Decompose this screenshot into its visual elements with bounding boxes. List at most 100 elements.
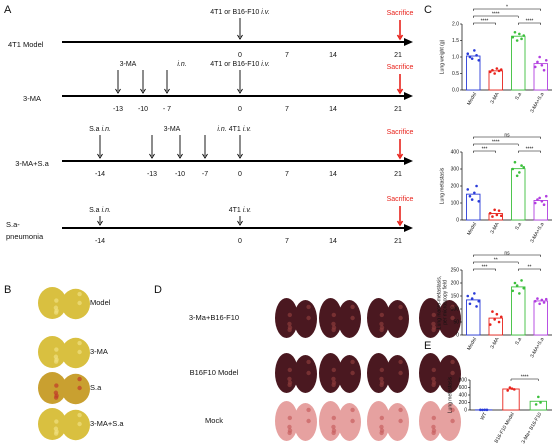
event-text: 4T1 [229, 126, 241, 133]
data-point [520, 279, 523, 282]
lung-spot [77, 349, 82, 355]
event-arrow-head [237, 153, 243, 159]
bar [488, 213, 503, 221]
x-tick-label: Model [466, 337, 478, 352]
lung-spot [54, 347, 59, 352]
row-label: S.a- [6, 220, 20, 229]
lung-spot [54, 357, 59, 362]
lung-lobe [275, 298, 299, 338]
lung-spot [287, 325, 293, 330]
lung-spot [331, 380, 337, 385]
timeline-arrowhead [404, 157, 413, 165]
data-point [466, 294, 470, 298]
row-label: 3-MA [23, 94, 41, 103]
lung-lobe [38, 287, 67, 319]
bar [511, 286, 526, 336]
data-point [537, 395, 540, 399]
lung-lobe [419, 353, 443, 393]
event-arrow-head [97, 220, 103, 226]
lung-spot [77, 340, 82, 346]
x-tick-label: S.a [514, 336, 523, 346]
lung-spot [431, 380, 437, 385]
data-point [513, 281, 517, 285]
panel-letter: B [4, 284, 11, 296]
x-tick-label: 3-MA [489, 336, 501, 350]
lung-spot [431, 376, 436, 382]
data-point [493, 318, 496, 321]
data-point [544, 297, 548, 301]
significance-label: **** [526, 18, 534, 24]
data-point [513, 30, 517, 34]
x-tick-label: 3-Ma+ B16-F10 [521, 411, 544, 444]
sacrifice-label: Sacrifice [387, 10, 414, 17]
data-point [536, 198, 539, 201]
lung-spot [77, 291, 82, 297]
event-text: S.a [89, 126, 100, 133]
lung-spot [450, 315, 455, 321]
significance-bracket [473, 143, 519, 146]
lung-spot [450, 370, 455, 376]
significance-bracket [473, 22, 496, 25]
day-label: 14 [329, 171, 337, 178]
data-point [470, 57, 474, 60]
data-point [510, 387, 514, 390]
lung-spot [431, 424, 436, 430]
row-label: pneumonia [6, 232, 44, 241]
day-label: 7 [285, 238, 289, 245]
timeline-arrowhead [404, 38, 413, 46]
significance-bracket [473, 150, 496, 153]
lung-lobe [38, 372, 67, 404]
data-point [533, 299, 537, 303]
significance-bracket [518, 22, 541, 25]
data-point [540, 298, 544, 302]
lung-spot [77, 421, 82, 427]
day-label: 21 [394, 238, 402, 245]
data-point [544, 194, 548, 198]
x-tick-label: 3-MA [489, 221, 501, 235]
event-route: i.n. [102, 126, 111, 133]
day-label: 0 [238, 52, 242, 59]
data-point [497, 320, 501, 324]
event-arrow-head [396, 88, 404, 95]
significance-label: **** [492, 139, 500, 145]
lung-spot [398, 315, 403, 321]
lung-spot [431, 428, 437, 433]
y-tick-label: 0 [464, 407, 467, 413]
data-point [511, 289, 515, 293]
significance-label: *** [482, 146, 488, 152]
lung-spot [379, 312, 385, 318]
data-point [495, 312, 499, 316]
significance-bracket [510, 378, 539, 381]
day-label: 0 [238, 171, 242, 178]
lung-lobe [437, 403, 462, 441]
data-point [499, 68, 503, 71]
event-arrow-head [202, 153, 208, 159]
significance-label: **** [526, 146, 534, 152]
y-tick-label: 2.0 [452, 21, 459, 27]
data-point [493, 72, 496, 75]
lung-spot [306, 315, 311, 321]
data-point [539, 401, 542, 404]
event-text: 4T1 or B16-F10 [210, 61, 259, 68]
lung-spot [431, 321, 436, 327]
x-tick-label: 3-MA [489, 91, 501, 105]
lung-spot [379, 380, 385, 385]
lung-spot [350, 418, 355, 424]
lung-spot [398, 359, 403, 365]
data-point [483, 408, 487, 412]
lung-spot [287, 415, 293, 421]
data-point [511, 167, 515, 171]
y-tick-label: 400 [451, 149, 460, 155]
day-label: 0 [238, 106, 242, 113]
lung-lobe [385, 300, 410, 338]
significance-bracket [518, 150, 541, 153]
lung-lobe [61, 337, 90, 369]
data-point [522, 166, 526, 169]
event-route: i.v. [243, 126, 251, 133]
event-arrow-head [177, 153, 183, 159]
lung-lobe [38, 336, 67, 368]
data-point [518, 292, 521, 295]
day-label: -13 [113, 106, 123, 113]
lung-spot [379, 321, 384, 327]
data-point [506, 389, 510, 392]
